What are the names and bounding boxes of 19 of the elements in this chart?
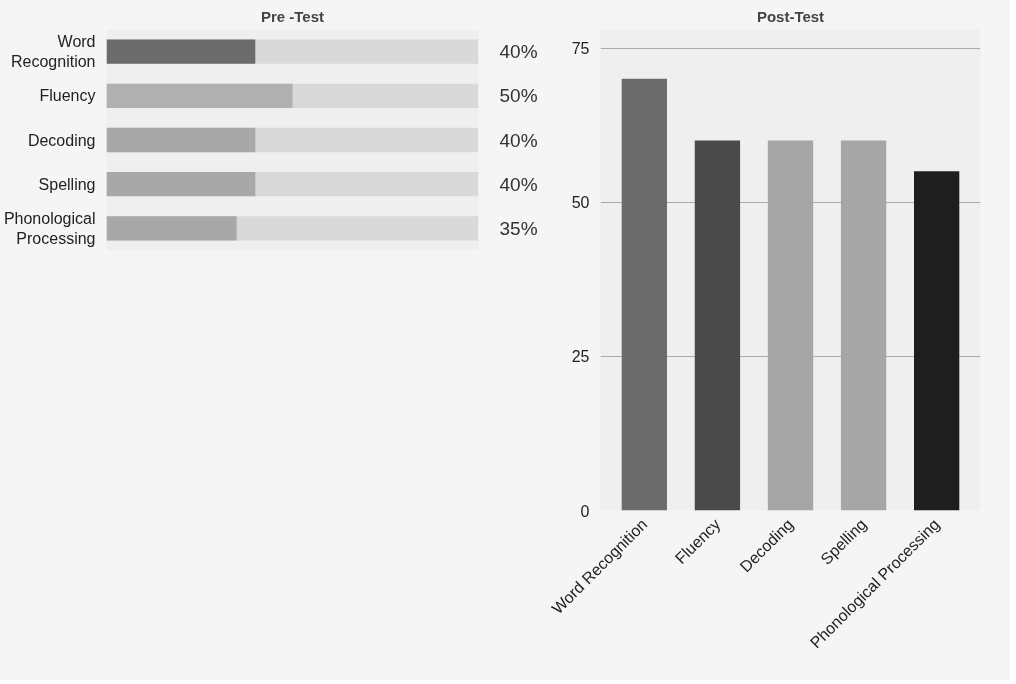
y-tick-label: Decoding (27, 131, 96, 149)
data-label: 40% (499, 129, 538, 151)
bar (694, 140, 741, 511)
bar (621, 78, 667, 511)
y-tick-label: 75 (571, 40, 590, 57)
data-label: 40% (499, 173, 538, 195)
data-label: 50% (499, 85, 538, 107)
y-tick-label: Fluency (39, 87, 96, 105)
data-label: 40% (499, 41, 538, 63)
chart-title: Pre -Test (260, 7, 325, 25)
y-tick-label: 50 (571, 194, 590, 212)
y-tick-label: Word Recognition (11, 32, 96, 71)
y-tick-label: 25 (571, 348, 590, 366)
y-tick-label: Phonological Processing (3, 209, 96, 248)
y-tick-label: Spelling (38, 175, 96, 193)
bar (914, 171, 960, 511)
y-tick-label: 0 (580, 502, 590, 520)
chart-title: Post-Test (756, 7, 825, 25)
data-label: 35% (499, 217, 538, 239)
